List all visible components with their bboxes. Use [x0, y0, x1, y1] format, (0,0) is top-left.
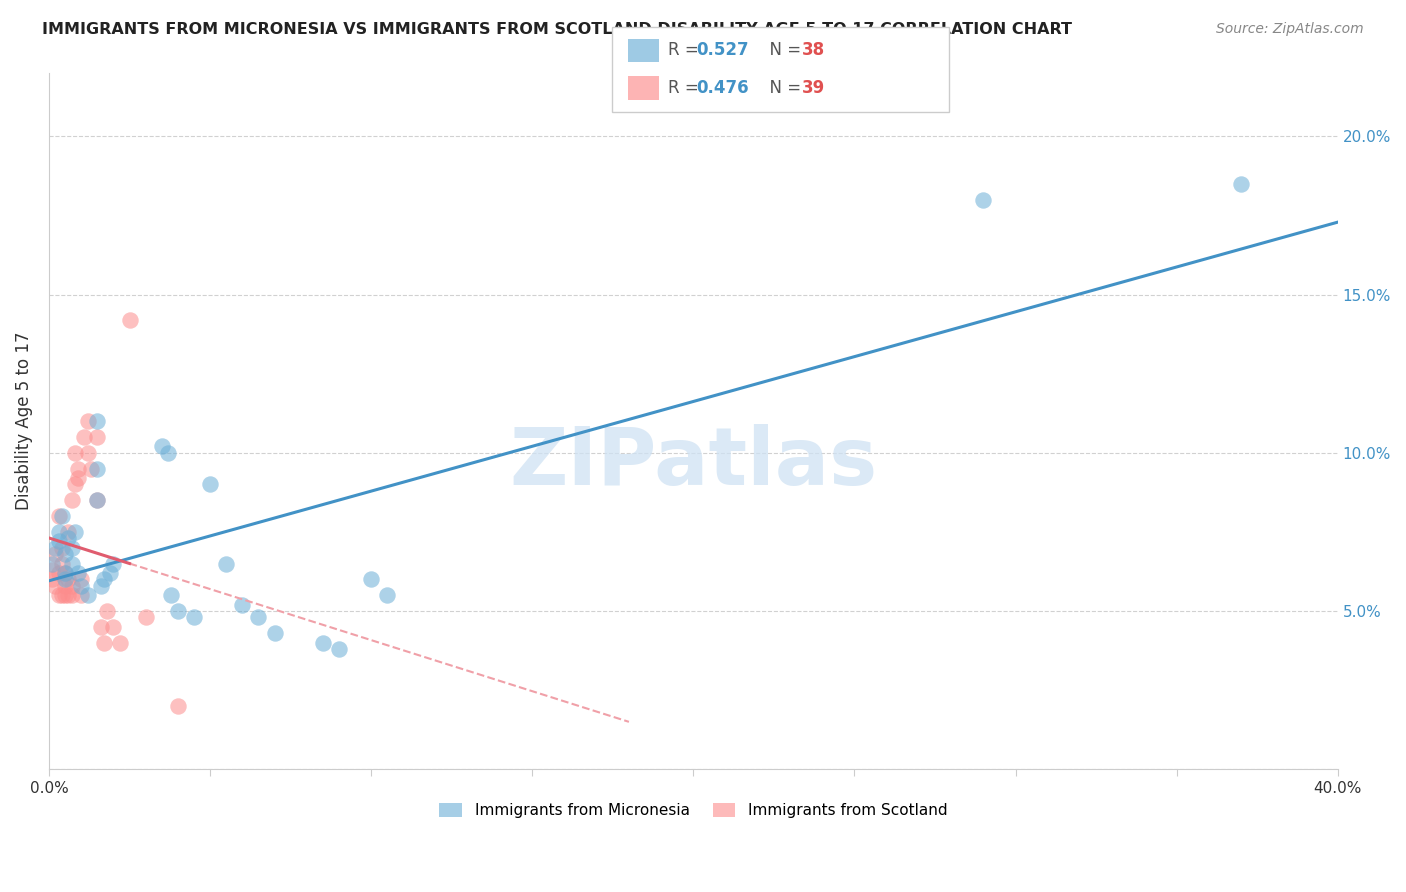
- Point: [70, 573, 93, 587]
- Point: [86, 430, 108, 444]
- Point: [1230, 177, 1253, 191]
- Point: [48, 524, 70, 539]
- Point: [98, 566, 121, 580]
- Point: [89, 620, 111, 634]
- Point: [51, 509, 73, 524]
- Text: R =: R =: [668, 42, 704, 60]
- Point: [60, 493, 83, 508]
- Point: [360, 573, 382, 587]
- Point: [160, 588, 183, 602]
- Point: [183, 610, 205, 624]
- Point: [51, 541, 73, 555]
- Point: [375, 588, 398, 602]
- Text: N =: N =: [759, 42, 807, 60]
- Point: [66, 566, 89, 580]
- Point: [972, 193, 994, 207]
- Point: [48, 588, 70, 602]
- Point: [103, 620, 125, 634]
- Point: [63, 477, 86, 491]
- Point: [51, 588, 73, 602]
- Point: [157, 446, 180, 460]
- Text: IMMIGRANTS FROM MICRONESIA VS IMMIGRANTS FROM SCOTLAND DISABILITY AGE 5 TO 17 CO: IMMIGRANTS FROM MICRONESIA VS IMMIGRANTS…: [42, 22, 1073, 37]
- Point: [70, 579, 93, 593]
- Point: [53, 573, 76, 587]
- Point: [48, 534, 70, 549]
- Point: [58, 524, 80, 539]
- Text: R =: R =: [668, 78, 704, 96]
- Point: [231, 598, 253, 612]
- Point: [73, 430, 96, 444]
- Point: [215, 557, 238, 571]
- Point: [58, 573, 80, 587]
- Point: [80, 461, 103, 475]
- Point: [108, 636, 131, 650]
- Point: [150, 440, 173, 454]
- Point: [60, 557, 83, 571]
- Point: [48, 509, 70, 524]
- Point: [103, 557, 125, 571]
- Point: [44, 579, 66, 593]
- Text: 39: 39: [801, 78, 825, 96]
- Point: [60, 588, 83, 602]
- Text: N =: N =: [759, 78, 807, 96]
- Point: [41, 557, 63, 571]
- Point: [118, 313, 141, 327]
- Point: [41, 573, 63, 587]
- Point: [66, 471, 89, 485]
- Point: [86, 493, 108, 508]
- Point: [53, 588, 76, 602]
- Point: [76, 414, 98, 428]
- Text: 38: 38: [801, 42, 824, 60]
- Point: [66, 461, 89, 475]
- Legend: Immigrants from Micronesia, Immigrants from Scotland: Immigrants from Micronesia, Immigrants f…: [433, 797, 953, 824]
- Point: [44, 547, 66, 561]
- Point: [60, 541, 83, 555]
- Point: [58, 531, 80, 545]
- Point: [53, 579, 76, 593]
- Point: [53, 566, 76, 580]
- Point: [58, 588, 80, 602]
- Point: [41, 563, 63, 577]
- Point: [86, 414, 108, 428]
- Text: ZIPatlas: ZIPatlas: [509, 424, 877, 502]
- Point: [51, 557, 73, 571]
- Text: 0.527: 0.527: [696, 42, 748, 60]
- Point: [93, 636, 115, 650]
- Point: [76, 588, 98, 602]
- Point: [135, 610, 157, 624]
- Point: [198, 477, 221, 491]
- Point: [86, 461, 108, 475]
- Point: [89, 579, 111, 593]
- Point: [312, 636, 335, 650]
- Point: [76, 446, 98, 460]
- Point: [96, 604, 118, 618]
- Point: [166, 698, 188, 713]
- Point: [328, 642, 350, 657]
- Y-axis label: Disability Age 5 to 17: Disability Age 5 to 17: [15, 332, 32, 510]
- Point: [63, 446, 86, 460]
- Point: [48, 566, 70, 580]
- Point: [86, 493, 108, 508]
- Point: [44, 541, 66, 555]
- Point: [263, 626, 285, 640]
- Point: [166, 604, 188, 618]
- Point: [60, 579, 83, 593]
- Point: [70, 588, 93, 602]
- Text: Source: ZipAtlas.com: Source: ZipAtlas.com: [1216, 22, 1364, 37]
- Point: [53, 566, 76, 580]
- Point: [53, 547, 76, 561]
- Point: [247, 610, 270, 624]
- Point: [93, 573, 115, 587]
- Text: 0.476: 0.476: [696, 78, 748, 96]
- Point: [63, 524, 86, 539]
